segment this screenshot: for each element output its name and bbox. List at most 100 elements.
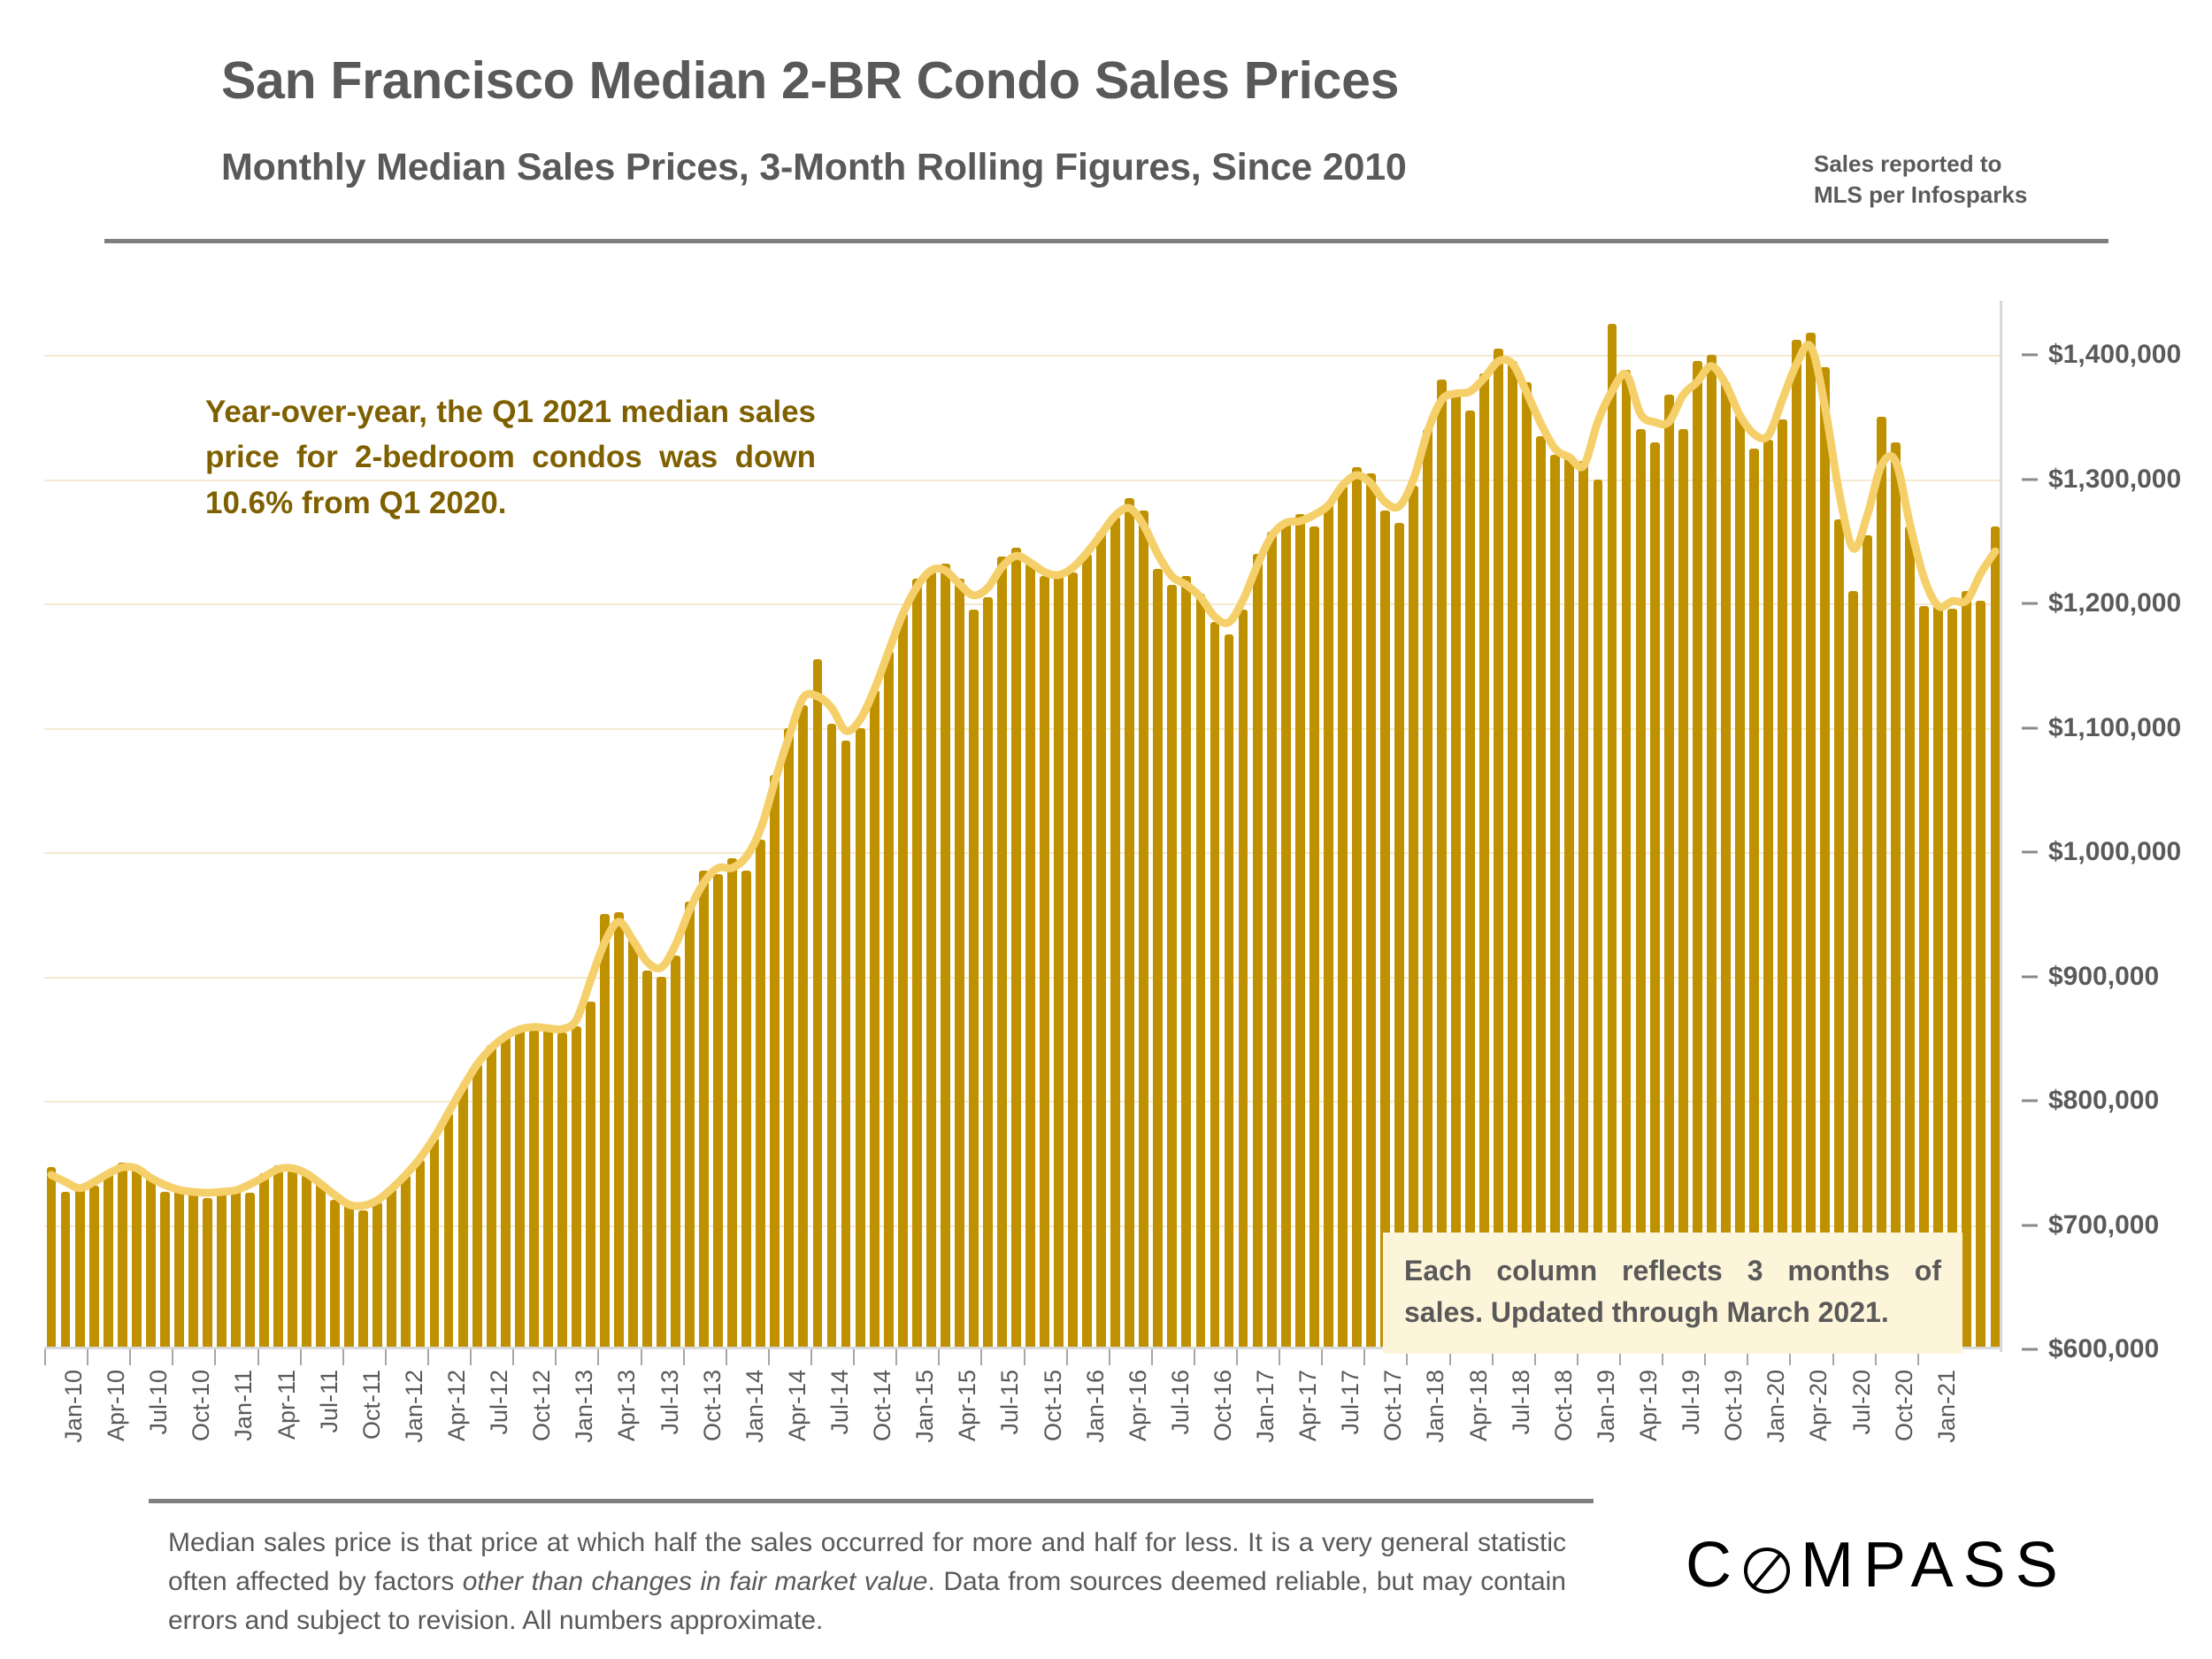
x-axis-tick [1321,1349,1324,1365]
bar [812,659,823,1349]
bar [1125,497,1135,1349]
bar [358,1210,369,1349]
bar [1678,429,1688,1349]
x-axis-ticks [44,1349,2002,1365]
bar [145,1175,156,1349]
bar [231,1187,241,1349]
bar [1068,572,1079,1349]
y-axis-label: $800,000 [2048,1086,2160,1116]
bar [982,597,993,1349]
bar [159,1191,170,1349]
y-axis-label: $1,400,000 [2048,340,2182,370]
bar [727,858,738,1349]
x-axis-label: Oct-11 [357,1370,385,1440]
x-axis-label: Jul-16 [1166,1370,1194,1435]
bar [996,556,1007,1349]
bar [968,610,979,1349]
bar [1280,522,1291,1349]
x-axis-label: Jul-15 [996,1370,1024,1435]
bar [217,1190,227,1349]
x-axis-label: Jul-13 [656,1370,683,1435]
bar [88,1185,99,1349]
bar [1834,518,1845,1349]
footer-divider [149,1499,1594,1503]
compass-logo-slashed-o-icon [1744,1548,1790,1594]
x-axis-tick [555,1349,557,1365]
x-axis-label: Jan-12 [400,1370,427,1443]
y-axis-label: $900,000 [2048,961,2160,991]
bar [798,705,809,1349]
bar [344,1203,355,1349]
bar [1252,553,1263,1349]
bar [1877,417,1887,1349]
bar [1238,610,1248,1349]
x-axis-tick [384,1349,387,1365]
x-axis-tick [682,1349,685,1365]
bar [401,1175,411,1349]
bar [855,727,865,1349]
x-axis-tick [853,1349,856,1365]
bar [1266,531,1277,1349]
bar [756,840,766,1349]
header-divider [104,239,2108,243]
x-axis-label: Jan-17 [1252,1370,1279,1443]
x-axis-label: Jul-20 [1847,1370,1875,1435]
y-axis-tick [2022,975,2038,979]
bar [1423,429,1432,1349]
x-axis-tick [299,1349,302,1365]
x-axis-label: Apr-14 [783,1370,810,1442]
x-axis-tick [1150,1349,1153,1365]
x-axis-label: Oct-12 [528,1370,556,1442]
bar [173,1187,184,1349]
bar [1905,526,1916,1349]
x-axis-label: Apr-15 [954,1370,981,1442]
bar [1025,564,1035,1349]
x-axis-label: Oct-20 [1890,1370,1917,1442]
x-axis-tick [938,1349,941,1365]
x-axis-tick [426,1349,429,1365]
bar [883,650,894,1349]
x-axis-tick [257,1349,259,1365]
bar [1139,510,1149,1349]
x-axis-label: Oct-18 [1549,1370,1577,1442]
bar [1379,510,1390,1349]
bar [273,1165,284,1349]
x-axis-tick [895,1349,898,1365]
y-axis-tick [2022,602,2038,605]
bar [245,1193,255,1349]
bar [60,1191,71,1349]
x-axis-tick [214,1349,217,1365]
x-axis-label: Jan-14 [741,1370,768,1443]
x-axis-baseline [44,1347,2002,1349]
x-axis-tick [1108,1349,1110,1365]
chart-plot-area [44,301,2002,1352]
x-axis-label: Jan-15 [911,1370,939,1443]
y-axis-label: $1,100,000 [2048,712,2182,742]
x-axis-tick [980,1349,983,1365]
footer-text-italic: other than changes in fair market value [462,1566,928,1596]
bar [784,727,795,1349]
bar [614,911,624,1349]
bar [1593,479,1603,1349]
bar [585,1001,595,1349]
bar [1763,439,1773,1349]
bar [1337,485,1348,1349]
y-axis-tick [2022,726,2038,730]
footer-text-part-2: . Data from sources deemed reliable, but… [168,1566,1566,1635]
bar [1309,526,1319,1349]
bar [486,1044,496,1349]
bar [259,1172,269,1349]
bar [1863,534,1873,1349]
header: San Francisco Median 2-BR Condo Sales Pr… [0,0,2212,257]
x-axis-label: Oct-17 [1379,1370,1407,1442]
bar [1976,601,1986,1349]
page-subtitle: Monthly Median Sales Prices, 3-Month Rol… [221,146,1407,188]
x-axis-tick [1491,1349,1494,1365]
bar [387,1187,397,1349]
x-axis-tick [1576,1349,1578,1365]
bar [288,1169,298,1349]
x-axis-label: Jan-11 [230,1370,257,1441]
bar [571,1025,581,1349]
bar [599,914,610,1349]
x-axis-tick [1279,1349,1281,1365]
